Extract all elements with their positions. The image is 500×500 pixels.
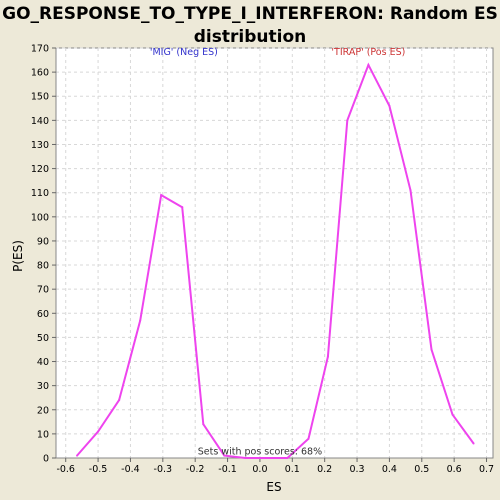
data-point — [472, 442, 475, 445]
y-tick-label: 80 — [37, 261, 49, 272]
data-point — [118, 399, 121, 402]
series-line — [76, 62, 475, 459]
y-tick-label: 160 — [31, 68, 49, 79]
series-layer — [76, 62, 475, 459]
x-tick-label: 0.3 — [349, 464, 364, 475]
y-axis-label: P(ES) — [11, 240, 25, 272]
data-point — [97, 430, 100, 433]
y-tick-label: 50 — [37, 333, 49, 344]
x-tick-label: -0.6 — [56, 464, 75, 475]
data-point — [409, 189, 412, 192]
x-tick-label: -0.2 — [186, 464, 205, 475]
y-tick-label: 120 — [31, 164, 49, 175]
y-tick-label: 0 — [43, 454, 49, 465]
data-point — [451, 413, 454, 416]
x-axis-label: ES — [266, 480, 281, 494]
y-tick-label: 70 — [37, 285, 49, 296]
y-tick-label: 110 — [31, 188, 49, 199]
data-point — [244, 457, 247, 459]
x-tick-label: 0.2 — [317, 464, 332, 475]
chart-title-line-2: distribution — [194, 27, 306, 47]
data-point — [265, 457, 268, 459]
y-tick-label: 30 — [37, 381, 49, 392]
data-point — [181, 206, 184, 209]
data-point — [388, 104, 391, 107]
annotations: 'MIG' (Neg ES) 'TIRAP' (Pos ES) Sets with … — [150, 47, 406, 457]
x-tick-label: 0.1 — [285, 464, 300, 475]
x-tick-label: 0.0 — [252, 464, 267, 475]
y-tick-label: 150 — [31, 92, 49, 103]
data-point — [326, 355, 329, 358]
data-point — [307, 437, 310, 440]
y-tick-label: 60 — [37, 309, 49, 320]
x-tick-label: -0.3 — [154, 464, 173, 475]
y-tick-label: 130 — [31, 140, 49, 151]
x-tick-label: 0.5 — [414, 464, 429, 475]
chart-title-line-1: GO_RESPONSE_TO_TYPE_I_INTERFERON: Random… — [2, 4, 498, 24]
y-tick-label: 100 — [31, 212, 49, 223]
chart-annotation: 'MIG' (Neg ES) — [150, 47, 218, 58]
data-point — [139, 319, 142, 322]
x-tick-label: -0.4 — [121, 464, 140, 475]
y-tick-label: 40 — [37, 357, 49, 368]
y-tick-label: 20 — [37, 405, 49, 416]
chart-annotation: 'TIRAP' (Pos ES) — [331, 47, 405, 58]
data-point — [160, 194, 163, 197]
y-tick-label: 140 — [31, 116, 49, 127]
data-point — [367, 63, 370, 66]
data-point — [286, 457, 289, 459]
x-tick-label: 0.4 — [382, 464, 397, 475]
data-point — [223, 454, 226, 457]
x-tick-label: -0.1 — [218, 464, 237, 475]
y-tick-label: 90 — [37, 236, 49, 247]
x-tick-label: 0.6 — [447, 464, 462, 475]
y-axis-ticks: 0 10 20 30 40 50 60 70 80 90 100 110 120 130 140 150 160… — [31, 44, 56, 465]
y-tick-label: 10 — [37, 429, 49, 440]
data-point — [346, 119, 349, 122]
y-tick-label: 170 — [31, 44, 49, 55]
data-point — [76, 454, 79, 457]
data-point — [430, 348, 433, 351]
data-point — [202, 423, 205, 426]
x-tick-label: 0.7 — [479, 464, 494, 475]
chart-annotation: Sets with pos scores: 68% — [198, 446, 322, 457]
x-axis-ticks: -0.6 -0.5 -0.4 -0.3 -0.2 -0.1 0.0 0.1 0.2 0.3 0.4 0… — [56, 458, 494, 475]
plot-area — [55, 47, 494, 459]
x-tick-label: -0.5 — [89, 464, 108, 475]
